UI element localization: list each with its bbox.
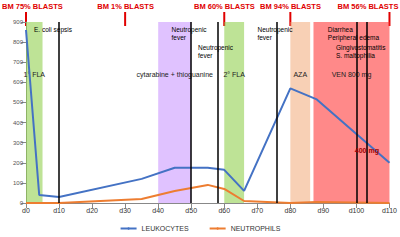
svg-text:0: 0	[20, 200, 24, 206]
svg-text:E. coli sepsis: E. coli sepsis	[34, 26, 73, 34]
svg-text:S. maltophilia: S. maltophilia	[336, 52, 375, 60]
svg-text:600: 600	[13, 79, 24, 85]
svg-text:400: 400	[13, 120, 24, 126]
svg-text:BM 75% BLASTS: BM 75% BLASTS	[2, 2, 63, 11]
svg-text:LEUKOCYTES: LEUKOCYTES	[142, 225, 189, 232]
svg-text:d50: d50	[185, 207, 197, 214]
svg-text:Neutropenic: Neutropenic	[257, 26, 293, 34]
svg-text:400 mg: 400 mg	[355, 147, 379, 155]
svg-text:BM 94% BLASTS: BM 94% BLASTS	[260, 2, 321, 11]
svg-text:Neutropenic: Neutropenic	[198, 44, 234, 52]
svg-text:VEN 800 mg: VEN 800 mg	[332, 71, 372, 79]
svg-text:NEUTROPHILS: NEUTROPHILS	[231, 225, 281, 232]
svg-text:d10: d10	[53, 207, 65, 214]
svg-text:500: 500	[13, 99, 24, 105]
svg-text:200: 200	[13, 160, 24, 166]
svg-text:d70: d70	[251, 207, 263, 214]
svg-text:d40: d40	[152, 207, 164, 214]
svg-text:BM 1% BLASTS: BM 1% BLASTS	[97, 2, 154, 11]
svg-text:fever: fever	[172, 34, 187, 41]
svg-text:Peripheral edema: Peripheral edema	[328, 34, 380, 42]
svg-text:800: 800	[13, 39, 24, 45]
svg-text:AZA: AZA	[293, 71, 307, 78]
svg-text:d0: d0	[22, 207, 30, 214]
svg-text:d60: d60	[218, 207, 230, 214]
svg-text:d80: d80	[285, 207, 297, 214]
svg-text:900: 900	[13, 19, 24, 25]
svg-text:Diarrhea: Diarrhea	[328, 26, 353, 33]
svg-text:d100: d100	[349, 207, 365, 214]
svg-text:300: 300	[13, 140, 24, 146]
svg-text:d20: d20	[86, 207, 98, 214]
svg-text:2° FLA: 2° FLA	[223, 71, 245, 78]
svg-text:100: 100	[13, 180, 24, 186]
svg-text:BM 60% BLASTS: BM 60% BLASTS	[194, 2, 255, 11]
svg-text:1° FLA: 1° FLA	[24, 71, 46, 78]
svg-text:Neutropenic: Neutropenic	[172, 26, 208, 34]
svg-text:d90: d90	[318, 207, 330, 214]
svg-text:BM 56% BLASTS: BM 56% BLASTS	[338, 2, 399, 11]
svg-text:cytarabine + thioguanine: cytarabine + thioguanine	[136, 71, 213, 79]
svg-text:Gingivostomatitis: Gingivostomatitis	[336, 44, 386, 52]
svg-text:700: 700	[13, 59, 24, 65]
svg-text:fever: fever	[198, 52, 213, 59]
svg-text:d110: d110	[382, 207, 397, 214]
svg-text:d30: d30	[119, 207, 131, 214]
svg-text:fever: fever	[257, 34, 272, 41]
